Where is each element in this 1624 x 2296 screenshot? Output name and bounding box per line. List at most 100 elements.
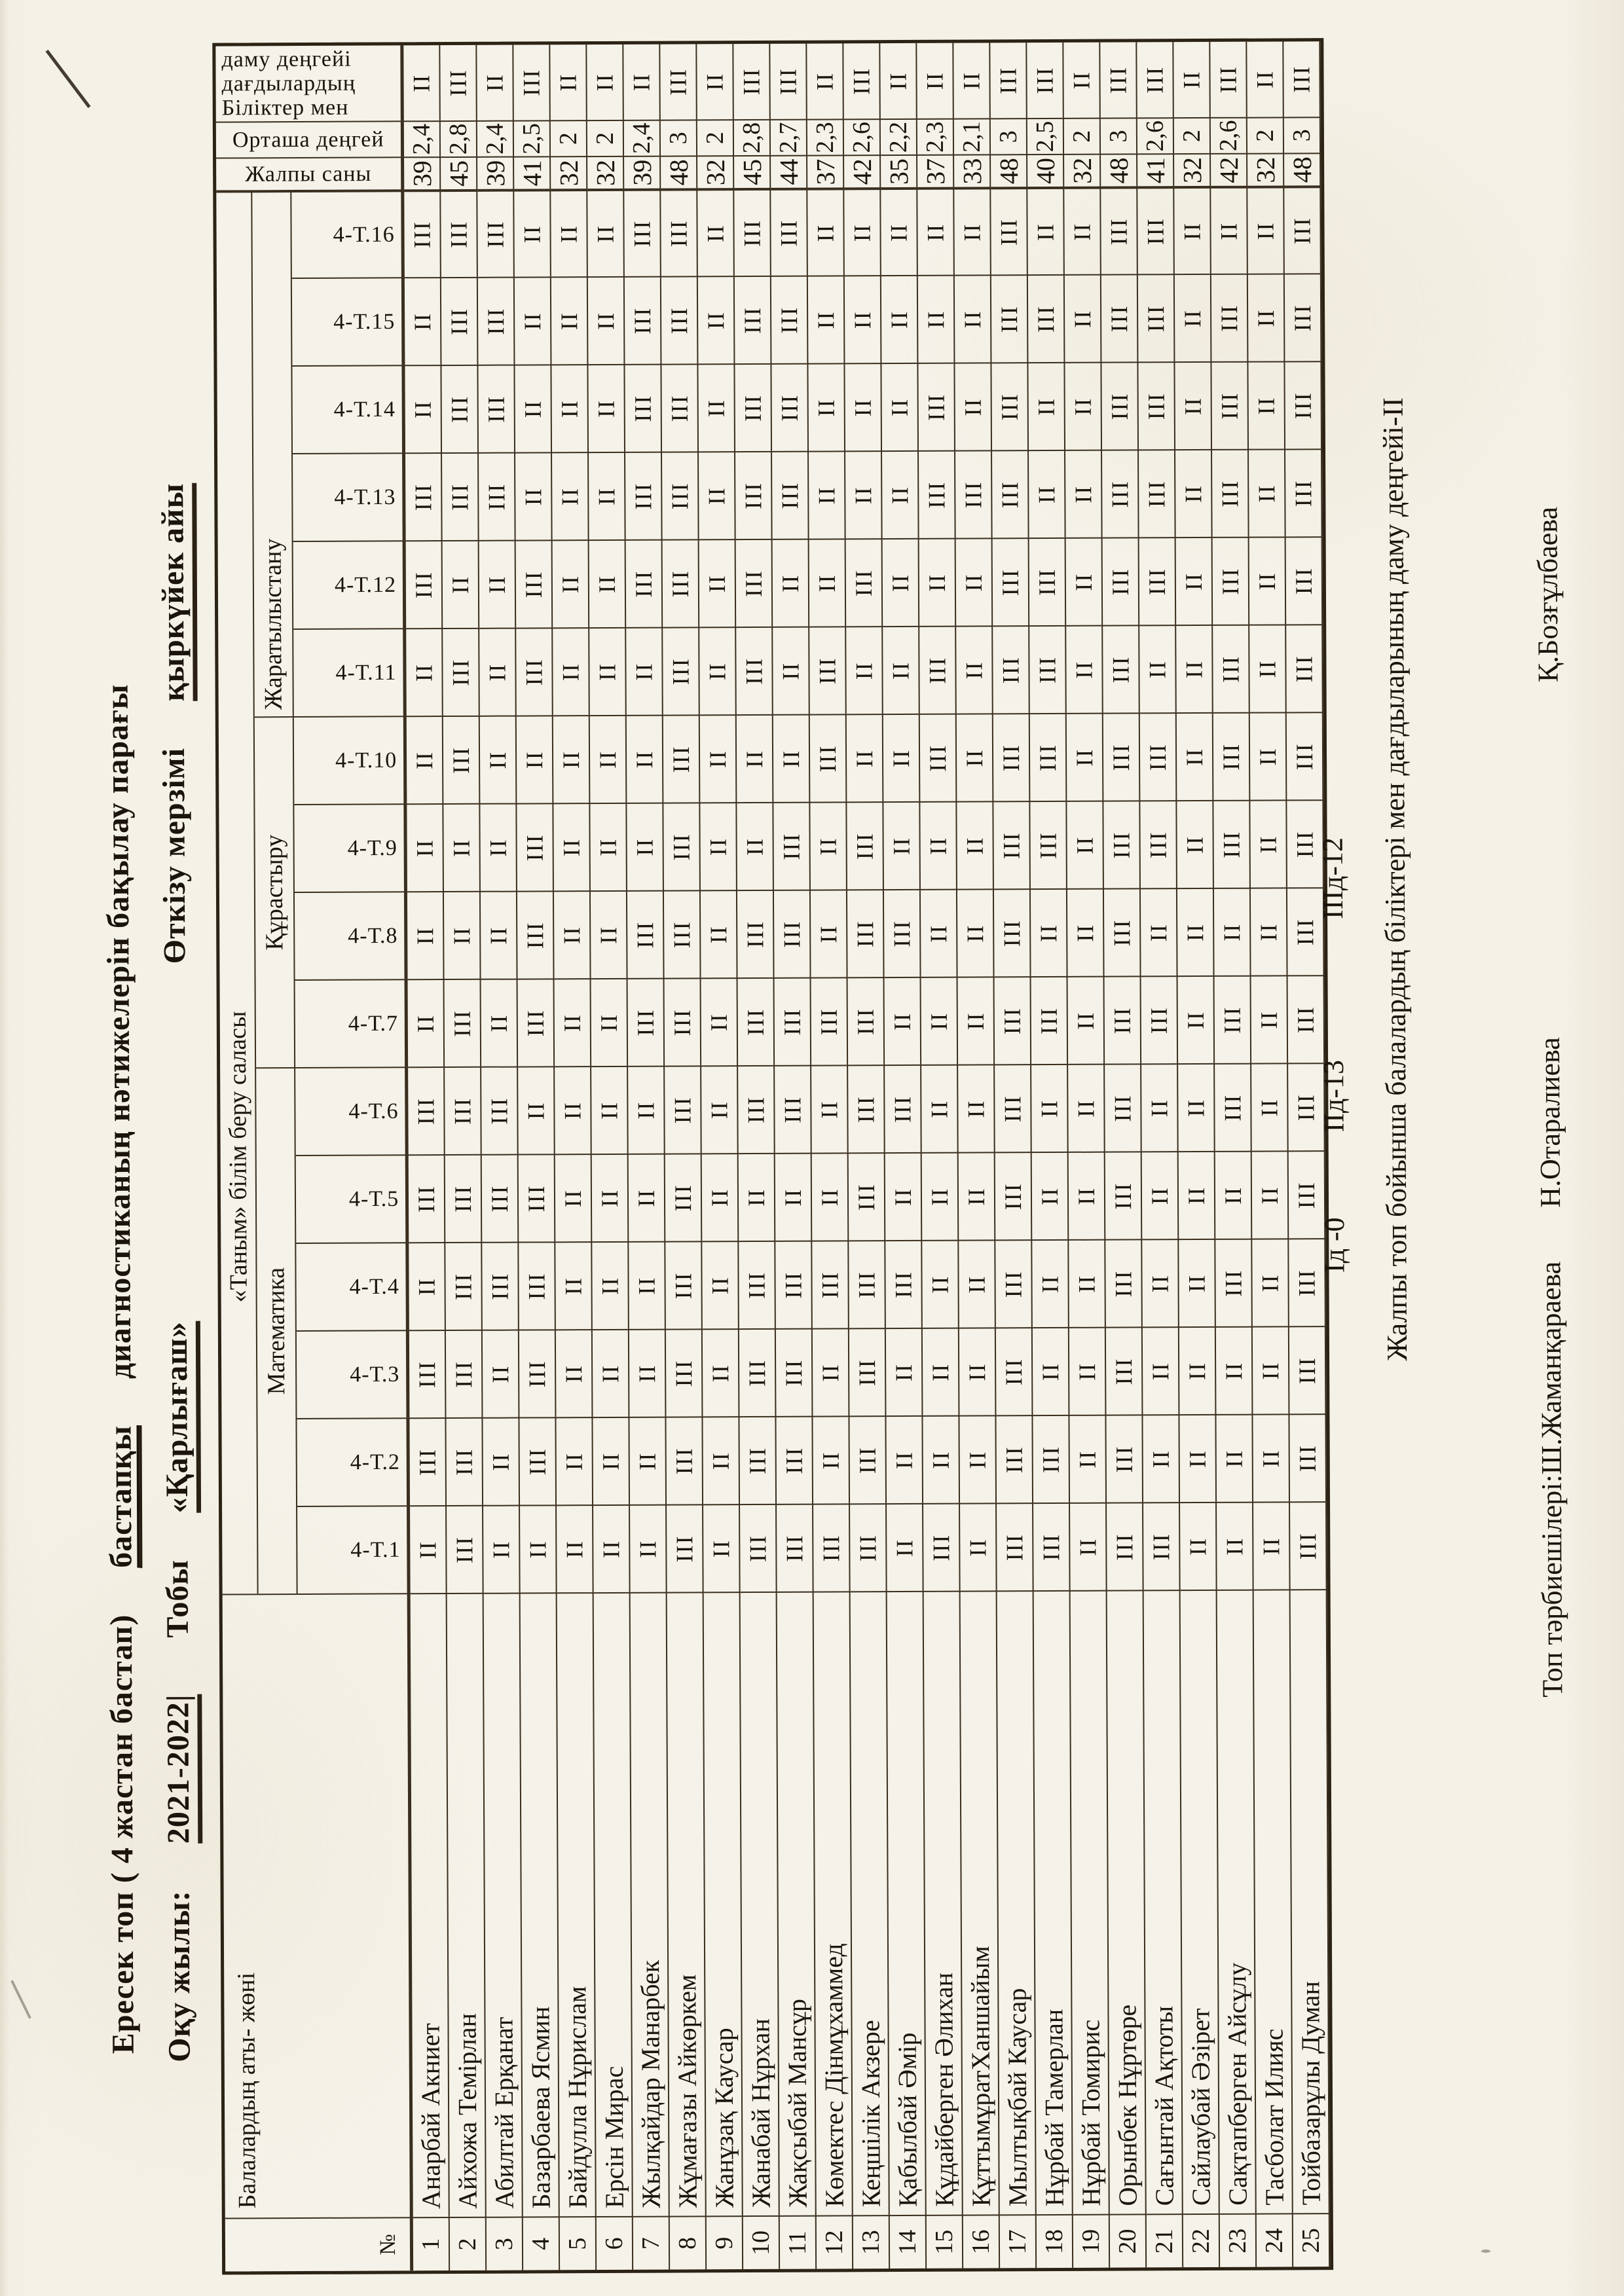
cell-mark: ІІ bbox=[811, 1065, 849, 1153]
cell-mark: ІІІ bbox=[811, 977, 849, 1065]
cell-mark: ІІІ bbox=[1029, 625, 1067, 714]
cell-total: 40 bbox=[1027, 153, 1065, 187]
cell-mark: ІІІ bbox=[735, 450, 773, 539]
cell-mark: ІІ bbox=[591, 1065, 629, 1154]
cell-mark: ІІІ bbox=[627, 977, 665, 1066]
cell-mark: ІІ bbox=[555, 1241, 593, 1330]
cell-mark: ІІІ bbox=[443, 715, 481, 804]
cell-mark: ІІ bbox=[956, 713, 994, 801]
cell-mark: ІІ bbox=[1249, 624, 1287, 712]
cell-mark: ІІІ bbox=[1289, 1413, 1327, 1502]
cell-mark: ІІ bbox=[807, 275, 845, 363]
cell-avg: 2,2 bbox=[880, 118, 918, 155]
cell-mark: ІІ bbox=[1068, 1151, 1106, 1239]
cell-level: ІІ bbox=[880, 43, 917, 119]
cell-mark: ІІІ bbox=[405, 540, 443, 629]
cell-mark: ІІ bbox=[553, 715, 591, 803]
cell-mark: ІІ bbox=[587, 276, 625, 365]
cell-mark: ІІІ bbox=[1105, 1151, 1143, 1239]
cell-name: Жанұзақ Каусар bbox=[703, 1592, 743, 2216]
cell-name: Жанабай Нұрхан bbox=[740, 1591, 780, 2216]
cell-mark: ІІІ bbox=[1105, 1326, 1143, 1415]
cell-mark: ІІ bbox=[920, 801, 957, 889]
cell-no: 16 bbox=[963, 2214, 1001, 2269]
cell-mark: ІІ bbox=[922, 1327, 960, 1415]
cell-name: Абилтай Ерқанат bbox=[483, 1592, 523, 2217]
cell-total: 45 bbox=[441, 156, 478, 190]
cell-mark: ІІІ bbox=[667, 1504, 704, 1592]
cell-mark: ІІІ bbox=[663, 627, 700, 715]
cell-mark: ІІІ bbox=[995, 1327, 1033, 1415]
cell-mark: ІІ bbox=[554, 978, 592, 1066]
cell-mark: ІІ bbox=[958, 1064, 995, 1152]
cell-mark: ІІ bbox=[590, 890, 628, 979]
cell-mark: ІІІ bbox=[1105, 1239, 1143, 1327]
cell-mark: ІІІ bbox=[812, 1240, 849, 1328]
cell-mark: ІІ bbox=[1031, 1151, 1069, 1240]
cell-mark: ІІІ bbox=[665, 1328, 703, 1417]
cell-mark: ІІ bbox=[738, 1152, 776, 1241]
cell-mark: ІІІ bbox=[441, 276, 479, 365]
cell-level: ІІІ bbox=[1283, 41, 1321, 117]
cell-mark: ІІ bbox=[1031, 1063, 1069, 1152]
title-rest: диагностиканың нәтижелерін бақылау парағ… bbox=[100, 683, 138, 1379]
cell-mark: ІІ bbox=[555, 1066, 592, 1154]
cell-mark: ІІІ bbox=[408, 1154, 446, 1243]
cell-mark: ІІ bbox=[1251, 975, 1289, 1063]
cell-mark: ІІ bbox=[551, 364, 589, 452]
cell-level: ІІ bbox=[1247, 41, 1284, 117]
cell-mark: ІІ bbox=[809, 450, 846, 539]
cell-total: 42 bbox=[1211, 153, 1248, 186]
cell-mark: ІІ bbox=[480, 890, 518, 979]
cell-mark: ІІІ bbox=[736, 626, 773, 715]
cell-mark: ІІ bbox=[807, 187, 845, 276]
cell-level: ІІІ bbox=[843, 43, 881, 119]
cell-avg: 2,5 bbox=[513, 120, 551, 156]
cell-level: ІІІ bbox=[660, 44, 697, 120]
cell-mark: ІІІ bbox=[919, 713, 957, 801]
cell-mark: ІІІ bbox=[850, 1503, 887, 1592]
cell-mark: ІІ bbox=[883, 625, 920, 714]
cell-mark: ІІІ bbox=[1211, 361, 1249, 449]
cell-mark: ІІ bbox=[703, 1416, 741, 1504]
cell-mark: ІІІ bbox=[813, 1503, 851, 1592]
cell-mark: ІІ bbox=[1179, 1238, 1216, 1327]
cell-level: ІІІ bbox=[733, 43, 771, 120]
cell-name: Сақтапберген Айсұлу bbox=[1217, 1589, 1257, 2214]
cell-mark: ІІ bbox=[882, 450, 919, 539]
cell-mark: ІІ bbox=[882, 538, 920, 627]
cell-mark: ІІІ bbox=[1140, 800, 1177, 888]
cell-no: 6 bbox=[596, 2215, 634, 2270]
cell-mark: ІІ bbox=[1178, 1063, 1215, 1152]
cell-total: 45 bbox=[734, 155, 771, 189]
cell-no: 19 bbox=[1073, 2214, 1111, 2268]
cell-mark: ІІІ bbox=[1139, 537, 1177, 625]
cell-mark: ІІ bbox=[589, 627, 627, 716]
cell-mark: ІІІ bbox=[994, 976, 1032, 1065]
cell-no: 24 bbox=[1256, 2213, 1294, 2267]
cell-mark: ІІ bbox=[701, 977, 739, 1066]
cell-mark: ІІІ bbox=[409, 1417, 447, 1506]
cell-level: ІІ bbox=[623, 44, 661, 120]
cell-mark: ІІ bbox=[1177, 975, 1215, 1064]
cell-mark: ІІІ bbox=[737, 977, 775, 1066]
cell-mark: ІІІ bbox=[663, 802, 701, 890]
cell-mark: ІІІ bbox=[441, 189, 478, 278]
cell-mark: ІІІ bbox=[665, 1241, 703, 1329]
cell-mark: ІІІ bbox=[1285, 536, 1323, 625]
cell-mark: ІІІ bbox=[740, 1503, 777, 1592]
group-label: Тобы bbox=[160, 1559, 195, 1638]
cell-mark: ІІІ bbox=[885, 1064, 922, 1153]
cell-no: 22 bbox=[1183, 2213, 1221, 2268]
cell-avg: 2,5 bbox=[1027, 117, 1065, 155]
cell-mark: ІІ bbox=[626, 627, 663, 715]
cell-mark: ІІ bbox=[1179, 1413, 1217, 1503]
cell-mark: ІІ bbox=[959, 1327, 997, 1415]
cell-mark: ІІ bbox=[810, 889, 848, 977]
cell-avg: 3 bbox=[990, 118, 1028, 155]
cell-mark: ІІ bbox=[1065, 449, 1103, 538]
cell-mark: ІІІ bbox=[1284, 185, 1321, 274]
cell-total: 37 bbox=[917, 154, 955, 187]
cell-mark: ІІІ bbox=[1105, 1063, 1142, 1152]
cell-mark: ІІІ bbox=[774, 977, 812, 1065]
